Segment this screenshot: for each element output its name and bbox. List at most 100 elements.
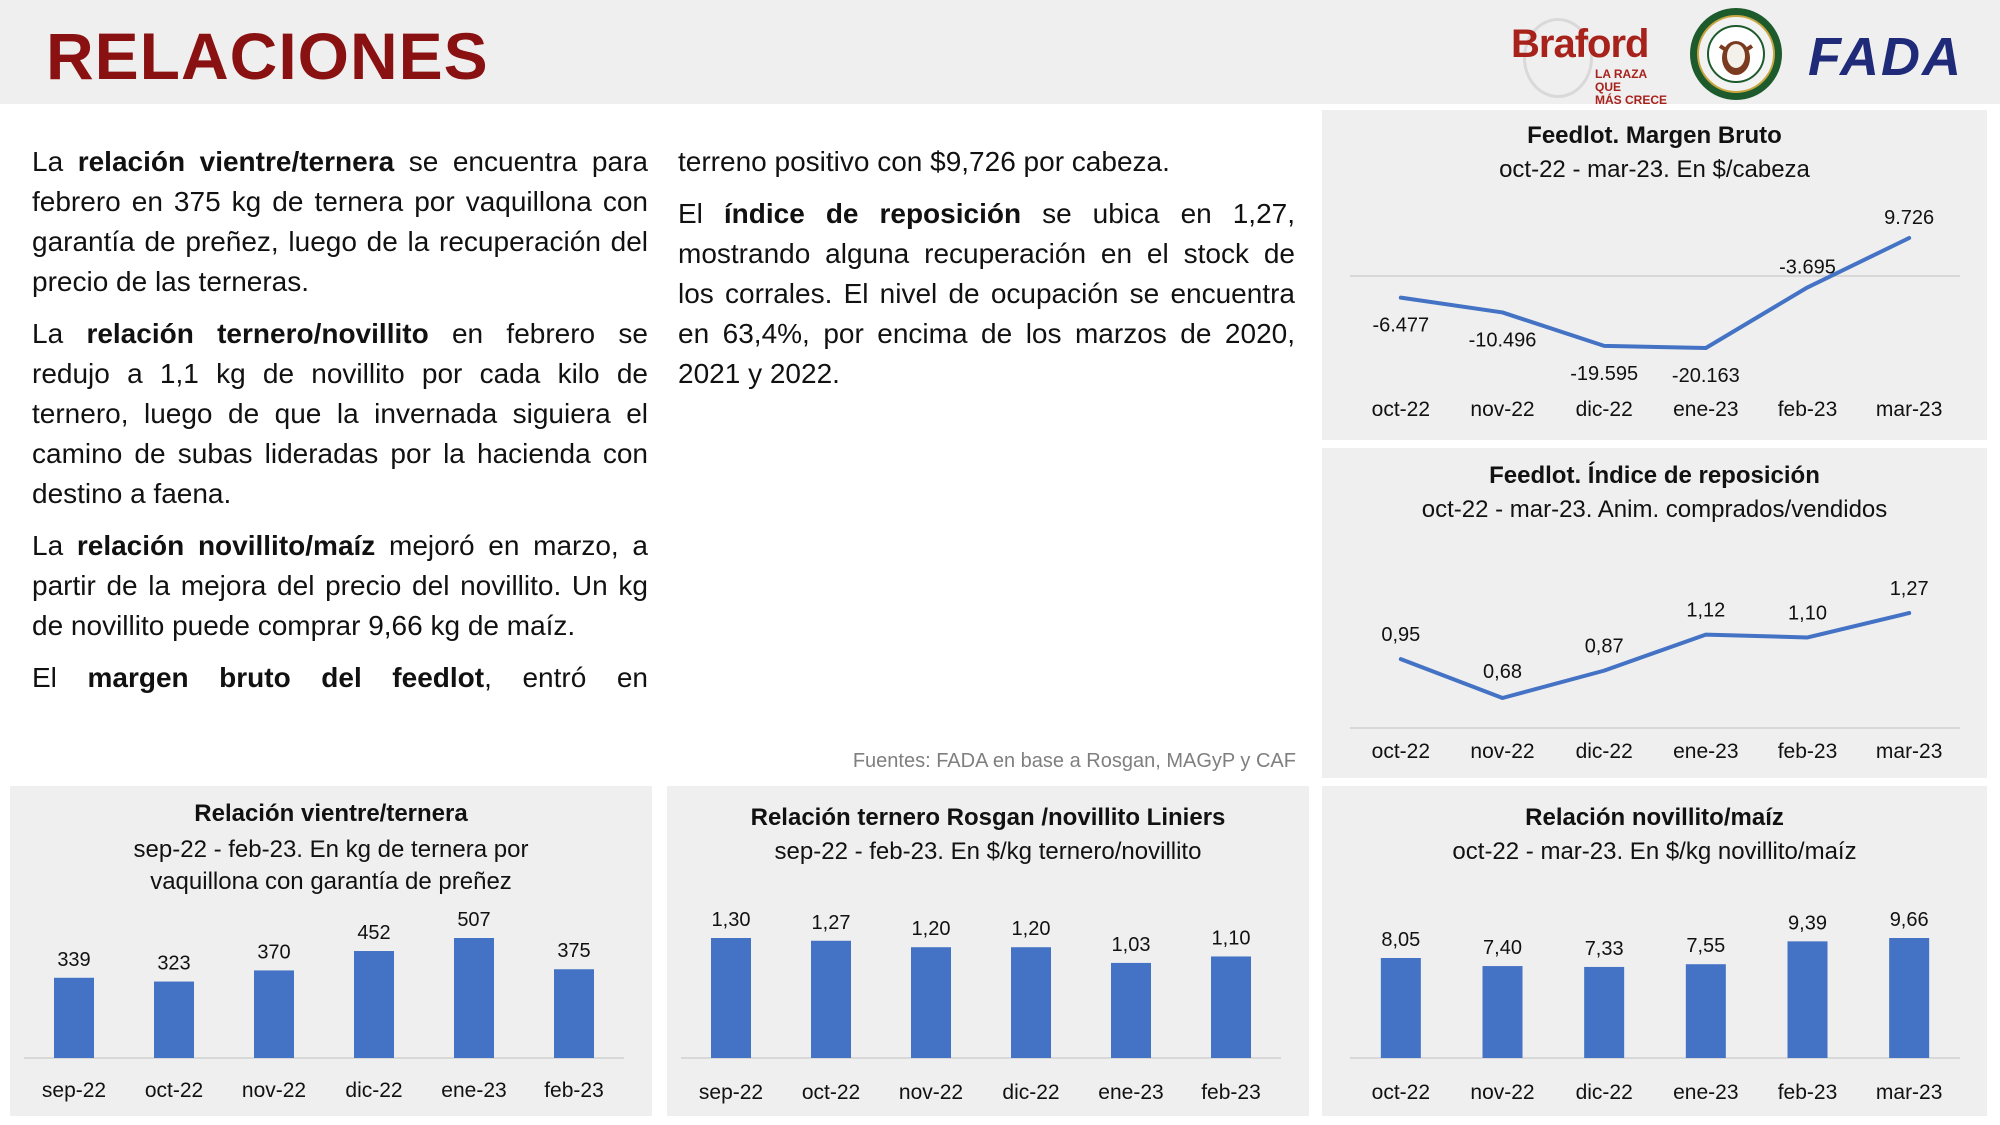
x-tick-label: feb-23 [1778, 398, 1838, 421]
series-line [1398, 611, 1912, 700]
bar [1380, 958, 1421, 1058]
x-tick-label: oct-22 [1372, 398, 1430, 421]
bar [1111, 962, 1151, 1058]
paragraph-reposicion: El índice de reposición se ubica en 1,27… [678, 198, 1295, 389]
bar [1482, 966, 1523, 1058]
chart-panel-novillito-maiz: Relación novillito/maíz oct-22 - mar-23.… [1322, 786, 1987, 1116]
chart-title: Feedlot. Margen Bruto [1527, 122, 1782, 149]
x-tick-label: dic-22 [1576, 1081, 1633, 1104]
x-tick-label: feb-23 [1201, 1081, 1261, 1104]
bar-chart-ternero-novillito: sep-22 oct-22 nov-22 dic-22 ene-23 feb-23 1,30… [681, 909, 1281, 1104]
bar [911, 947, 951, 1058]
bar [711, 938, 751, 1058]
data-label: 1,10 [1212, 927, 1251, 949]
hereford-seal-icon [1690, 8, 1782, 100]
chart-subtitle-line-2: vaquillona con garantía de preñez [150, 868, 512, 895]
series-line [1398, 236, 1912, 350]
x-tick-label: sep-22 [699, 1081, 763, 1104]
chart-subtitle: oct-22 - mar-23. En $/cabeza [1499, 156, 1810, 183]
paragraph-margen-start: El margen bruto del feedlot, entró en [32, 662, 648, 693]
chart-panel-margen-bruto: Feedlot. Margen Bruto oct-22 - mar-23. E… [1322, 110, 1987, 440]
data-label: 339 [57, 949, 90, 971]
chart-panel-vientre-ternera: Relación vientre/ternera sep-22 - feb-23… [10, 786, 652, 1116]
braford-ring-icon [1523, 18, 1593, 98]
paragraph-maiz: La relación novillito/maíz mejoró en mar… [32, 530, 648, 641]
paragraph-ternero: La relación ternero/novillito en febrero… [32, 318, 648, 509]
x-tick-label: feb-23 [1778, 740, 1838, 763]
x-tick-label: oct-22 [145, 1079, 203, 1102]
braford-logo-word: Braford [1511, 22, 1649, 66]
line-chart-margen-bruto: oct-22 nov-22 dic-22 ene-23 feb-23 mar-23 -6.4… [1350, 207, 1960, 421]
x-tick-label: nov-22 [242, 1079, 306, 1102]
fada-logo: FADA [1808, 27, 1963, 87]
data-label: 370 [257, 941, 290, 963]
data-label: 1,27 [812, 912, 851, 934]
x-tick-label: nov-22 [1470, 398, 1534, 421]
data-label: -6.477 [1372, 315, 1429, 337]
braford-tagline-line-2: MÁS CRECE [1595, 93, 1668, 107]
bar [254, 970, 294, 1058]
chart-title: Feedlot. Índice de reposición [1489, 462, 1820, 489]
chart-title: Relación novillito/maíz [1525, 804, 1784, 831]
x-tick-label: dic-22 [345, 1079, 402, 1102]
x-tick-label: oct-22 [1372, 740, 1430, 763]
chart-title: Relación vientre/ternera [194, 800, 468, 827]
bar [1685, 964, 1726, 1058]
chart-subtitle: oct-22 - mar-23. En $/kg novillito/maíz [1452, 838, 1857, 865]
chart-panel-indice-reposicion: Feedlot. Índice de reposición oct-22 - m… [1322, 448, 1987, 778]
x-tick-label: ene-23 [1098, 1081, 1163, 1104]
data-label: -19.595 [1570, 363, 1638, 385]
x-tick-label: mar-23 [1876, 1081, 1943, 1104]
bar [1787, 941, 1828, 1058]
data-label: 323 [157, 953, 190, 975]
x-tick-label: feb-23 [544, 1079, 604, 1102]
x-tick-label: ene-23 [1673, 398, 1738, 421]
data-label: 1,12 [1686, 600, 1725, 622]
x-tick-label: mar-23 [1876, 740, 1943, 763]
data-label: 0,95 [1381, 624, 1420, 646]
data-label: 7,33 [1585, 938, 1624, 960]
braford-logo: Braford LA RAZA QUE MÁS CRECE [1505, 18, 1675, 107]
braford-logo-tagline: LA RAZA QUE MÁS CRECE [1595, 68, 1675, 107]
data-label: -3.695 [1779, 256, 1836, 278]
chart-panel-ternero-novillito: Relación ternero Rosgan /novillito Linie… [667, 786, 1309, 1116]
analysis-text-column-2: terreno positivo con $9,726 por cabeza. … [678, 142, 1295, 406]
bar [354, 951, 394, 1058]
bar [1011, 947, 1051, 1058]
paragraph-vientre: La relación vientre/ternera se encuentra… [32, 146, 648, 297]
data-label: 375 [557, 940, 590, 962]
x-tick-label: feb-23 [1778, 1081, 1838, 1104]
x-tick-label: dic-22 [1576, 740, 1633, 763]
x-tick-label: oct-22 [802, 1081, 860, 1104]
data-label: 1,27 [1890, 578, 1929, 600]
chart-subtitle: sep-22 - feb-23. En $/kg ternero/novilli… [774, 838, 1202, 865]
x-tick-label: ene-23 [441, 1079, 506, 1102]
bar [811, 940, 851, 1058]
x-tick-label: nov-22 [899, 1081, 963, 1104]
x-tick-label: ene-23 [1673, 1081, 1738, 1104]
x-tick-label: ene-23 [1673, 740, 1738, 763]
data-label: 1,20 [912, 918, 951, 940]
bar [1584, 966, 1625, 1058]
bar [454, 938, 494, 1058]
data-label: 7,40 [1483, 937, 1522, 959]
data-label: 1,20 [1012, 918, 1051, 940]
x-tick-label: dic-22 [1002, 1081, 1059, 1104]
x-tick-label: nov-22 [1470, 740, 1534, 763]
header-band: RELACIONES Braford LA RAZA QUE MÁS CRECE… [0, 0, 2000, 107]
x-tick-label: dic-22 [1576, 398, 1633, 421]
braford-tagline-line-1: LA RAZA QUE [1595, 67, 1647, 94]
analysis-text-column-1: La relación vientre/ternera se encuentra… [32, 142, 648, 710]
data-label: 9,66 [1890, 909, 1929, 931]
data-label: 507 [457, 909, 490, 931]
data-label: 8,05 [1381, 929, 1420, 951]
data-label: 9,39 [1788, 912, 1827, 934]
data-label: 452 [357, 922, 390, 944]
chart-subtitle: oct-22 - mar-23. Anim. comprados/vendido… [1421, 496, 1888, 523]
bar [554, 969, 594, 1058]
bar [1889, 938, 1930, 1058]
data-label: 0,87 [1585, 636, 1624, 658]
chart-title: Relación ternero Rosgan /novillito Linie… [750, 804, 1226, 831]
page-title: RELACIONES [46, 19, 489, 93]
line-chart-indice-reposicion: oct-22 nov-22 dic-22 ene-23 feb-23 mar-23 0,95… [1350, 578, 1960, 763]
